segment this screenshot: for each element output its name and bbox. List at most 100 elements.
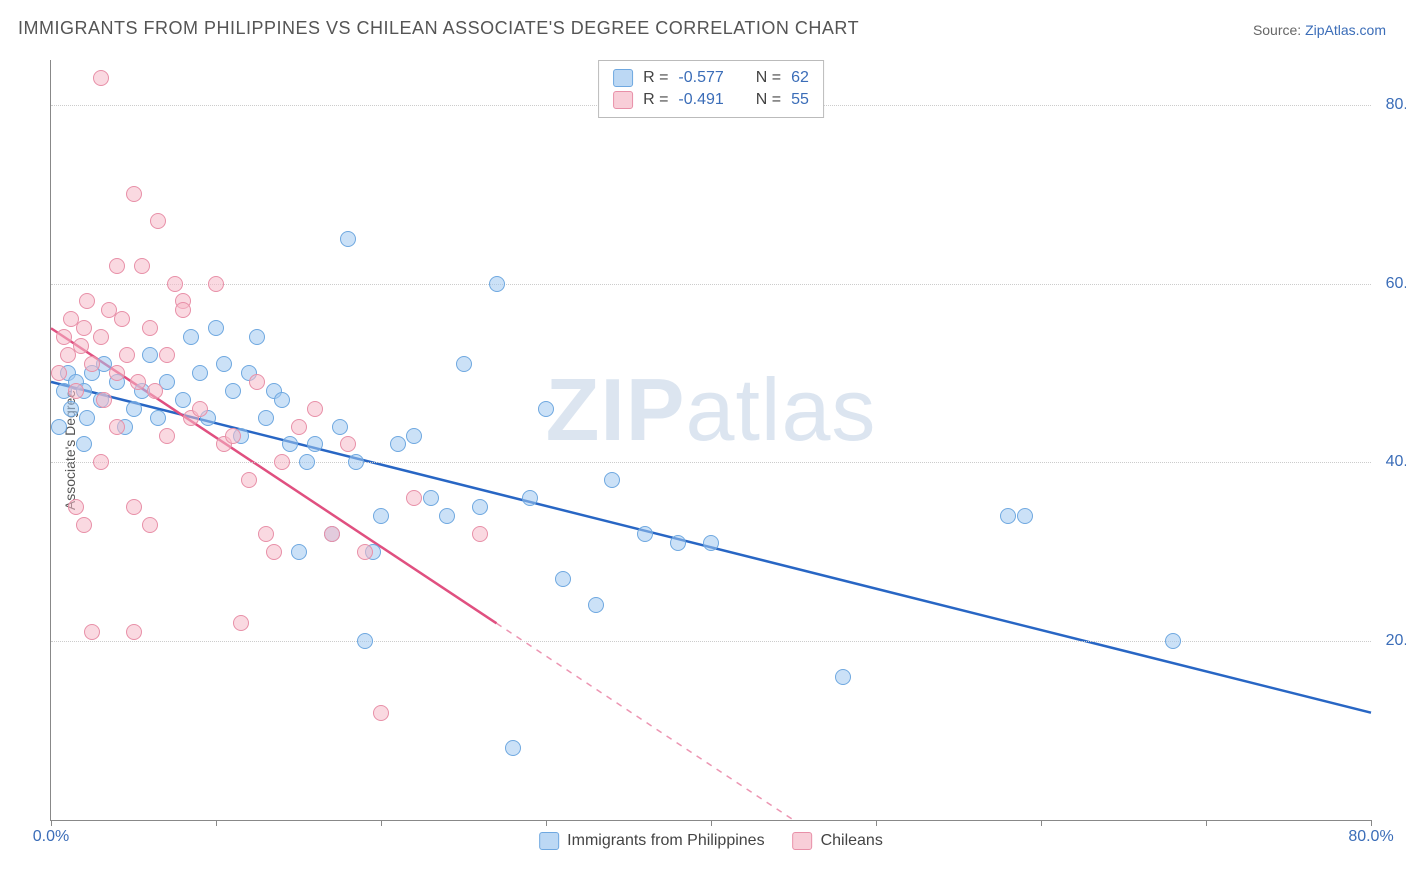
- legend-bottom-swatch-chileans: [793, 832, 813, 850]
- source-link[interactable]: ZipAtlas.com: [1305, 22, 1386, 38]
- scatter-point-chileans: [340, 436, 356, 452]
- scatter-point-chileans: [76, 320, 92, 336]
- scatter-point-chileans: [51, 365, 67, 381]
- legend-r-value-chileans: -0.491: [678, 91, 723, 109]
- y-tick-label: 20.0%: [1386, 632, 1406, 650]
- scatter-point-chileans: [93, 454, 109, 470]
- scatter-point-philippines: [63, 401, 79, 417]
- scatter-point-philippines: [291, 544, 307, 560]
- source-attribution: Source: ZipAtlas.com: [1253, 22, 1386, 38]
- scatter-point-philippines: [357, 633, 373, 649]
- x-tick-mark: [1041, 820, 1042, 826]
- legend-bottom-swatch-philippines: [539, 832, 559, 850]
- scatter-point-philippines: [555, 571, 571, 587]
- scatter-point-philippines: [1000, 508, 1016, 524]
- legend-item-philippines: Immigrants from Philippines: [539, 832, 764, 850]
- x-tick-mark: [711, 820, 712, 826]
- x-tick-mark: [216, 820, 217, 826]
- scatter-point-chileans: [291, 419, 307, 435]
- scatter-point-chileans: [126, 499, 142, 515]
- scatter-point-philippines: [183, 329, 199, 345]
- gridline: [51, 462, 1371, 463]
- scatter-point-chileans: [126, 186, 142, 202]
- x-tick-mark: [1206, 820, 1207, 826]
- scatter-point-chileans: [406, 490, 422, 506]
- legend-swatch-chileans: [613, 91, 633, 109]
- legend-row-chileans: R =-0.491N =55: [613, 89, 809, 111]
- scatter-point-philippines: [604, 472, 620, 488]
- scatter-point-philippines: [258, 410, 274, 426]
- x-tick-mark: [876, 820, 877, 826]
- scatter-point-philippines: [835, 669, 851, 685]
- scatter-point-philippines: [249, 329, 265, 345]
- scatter-point-chileans: [68, 383, 84, 399]
- scatter-point-chileans: [130, 374, 146, 390]
- plot-area: ZIPatlas R =-0.577N =62R =-0.491N =55 Im…: [50, 60, 1371, 821]
- scatter-point-chileans: [266, 544, 282, 560]
- legend-n-label: N =: [756, 91, 781, 109]
- scatter-point-philippines: [51, 419, 67, 435]
- scatter-point-chileans: [114, 311, 130, 327]
- scatter-point-chileans: [142, 517, 158, 533]
- scatter-point-philippines: [588, 597, 604, 613]
- scatter-point-philippines: [1017, 508, 1033, 524]
- scatter-point-philippines: [126, 401, 142, 417]
- scatter-point-philippines: [703, 535, 719, 551]
- scatter-point-chileans: [159, 428, 175, 444]
- gridline: [51, 284, 1371, 285]
- scatter-point-philippines: [522, 490, 538, 506]
- scatter-point-philippines: [299, 454, 315, 470]
- scatter-point-philippines: [456, 356, 472, 372]
- legend-row-philippines: R =-0.577N =62: [613, 67, 809, 89]
- legend-item-chileans: Chileans: [793, 832, 883, 850]
- scatter-point-chileans: [324, 526, 340, 542]
- scatter-point-chileans: [307, 401, 323, 417]
- scatter-point-philippines: [307, 436, 323, 452]
- scatter-point-philippines: [1165, 633, 1181, 649]
- scatter-point-philippines: [225, 383, 241, 399]
- scatter-point-chileans: [167, 276, 183, 292]
- scatter-point-philippines: [439, 508, 455, 524]
- chart-container: Associate's Degree ZIPatlas R =-0.577N =…: [0, 50, 1406, 850]
- scatter-point-chileans: [225, 428, 241, 444]
- legend-bottom-label-philippines: Immigrants from Philippines: [567, 832, 764, 850]
- trend-lines-layer: [51, 60, 1371, 820]
- legend-r-value-philippines: -0.577: [678, 69, 723, 87]
- scatter-point-philippines: [348, 454, 364, 470]
- x-tick-mark: [1371, 820, 1372, 826]
- chart-title: IMMIGRANTS FROM PHILIPPINES VS CHILEAN A…: [18, 18, 859, 39]
- scatter-point-philippines: [472, 499, 488, 515]
- scatter-point-chileans: [79, 293, 95, 309]
- scatter-point-chileans: [142, 320, 158, 336]
- y-tick-label: 80.0%: [1386, 96, 1406, 114]
- scatter-point-philippines: [79, 410, 95, 426]
- legend-r-label: R =: [643, 91, 668, 109]
- y-tick-label: 40.0%: [1386, 453, 1406, 471]
- scatter-point-philippines: [489, 276, 505, 292]
- trend-line-extrap-chileans: [497, 623, 794, 820]
- scatter-point-chileans: [126, 624, 142, 640]
- scatter-point-chileans: [76, 517, 92, 533]
- scatter-point-philippines: [637, 526, 653, 542]
- source-prefix: Source:: [1253, 22, 1305, 38]
- scatter-point-philippines: [373, 508, 389, 524]
- legend-r-label: R =: [643, 69, 668, 87]
- series-legend: Immigrants from Philippines Chileans: [539, 832, 883, 850]
- x-tick-mark: [51, 820, 52, 826]
- scatter-point-chileans: [147, 383, 163, 399]
- x-tick-mark: [546, 820, 547, 826]
- scatter-point-chileans: [73, 338, 89, 354]
- scatter-point-chileans: [357, 544, 373, 560]
- scatter-point-chileans: [208, 276, 224, 292]
- scatter-point-philippines: [332, 419, 348, 435]
- scatter-point-philippines: [216, 356, 232, 372]
- scatter-point-chileans: [134, 258, 150, 274]
- scatter-point-chileans: [56, 329, 72, 345]
- scatter-point-chileans: [192, 401, 208, 417]
- scatter-point-philippines: [142, 347, 158, 363]
- scatter-point-chileans: [274, 454, 290, 470]
- y-tick-label: 60.0%: [1386, 275, 1406, 293]
- scatter-point-chileans: [241, 472, 257, 488]
- scatter-point-philippines: [423, 490, 439, 506]
- scatter-point-chileans: [373, 705, 389, 721]
